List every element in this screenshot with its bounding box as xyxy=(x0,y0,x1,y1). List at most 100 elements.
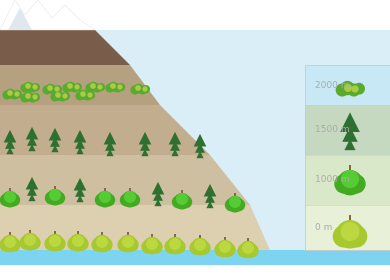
Circle shape xyxy=(73,236,83,246)
Bar xyxy=(31,135,33,139)
Circle shape xyxy=(106,84,114,92)
Bar xyxy=(101,232,103,238)
Bar xyxy=(129,188,131,195)
Polygon shape xyxy=(75,187,85,197)
Circle shape xyxy=(143,86,149,93)
Circle shape xyxy=(347,175,365,193)
Polygon shape xyxy=(154,199,161,206)
Polygon shape xyxy=(206,201,214,208)
Circle shape xyxy=(26,84,30,88)
Circle shape xyxy=(54,92,62,100)
Circle shape xyxy=(8,91,12,95)
Polygon shape xyxy=(75,139,85,149)
Circle shape xyxy=(75,237,88,250)
Circle shape xyxy=(43,86,51,94)
Circle shape xyxy=(336,84,348,96)
Circle shape xyxy=(117,84,124,90)
Circle shape xyxy=(139,86,146,94)
Polygon shape xyxy=(169,132,181,144)
Circle shape xyxy=(342,171,358,188)
Circle shape xyxy=(134,85,143,93)
Circle shape xyxy=(167,237,183,254)
Circle shape xyxy=(25,235,35,245)
Bar xyxy=(144,140,146,144)
Circle shape xyxy=(63,84,71,92)
Circle shape xyxy=(75,85,79,89)
Circle shape xyxy=(88,93,92,97)
Circle shape xyxy=(48,190,63,205)
Polygon shape xyxy=(194,134,206,146)
Bar xyxy=(77,231,79,237)
Circle shape xyxy=(50,190,60,200)
Circle shape xyxy=(118,239,131,251)
Circle shape xyxy=(142,241,155,253)
Circle shape xyxy=(192,239,208,255)
Polygon shape xyxy=(74,130,86,143)
Bar xyxy=(0,0,390,30)
Circle shape xyxy=(118,85,122,89)
Circle shape xyxy=(97,237,107,247)
Circle shape xyxy=(2,235,18,252)
Circle shape xyxy=(33,85,37,89)
Polygon shape xyxy=(0,0,95,30)
Bar xyxy=(54,136,56,141)
Bar xyxy=(79,186,81,190)
Circle shape xyxy=(94,235,110,252)
Circle shape xyxy=(29,94,36,102)
Polygon shape xyxy=(26,177,38,190)
Circle shape xyxy=(74,84,82,90)
Circle shape xyxy=(121,194,132,206)
Circle shape xyxy=(68,237,81,250)
Circle shape xyxy=(341,223,359,240)
Bar xyxy=(174,140,176,144)
Polygon shape xyxy=(0,65,160,105)
Circle shape xyxy=(348,84,360,96)
Bar xyxy=(199,142,201,146)
Circle shape xyxy=(81,92,85,96)
Circle shape xyxy=(79,90,87,99)
Bar xyxy=(349,165,351,176)
Circle shape xyxy=(197,241,210,254)
Circle shape xyxy=(46,85,55,93)
Circle shape xyxy=(217,241,233,257)
Circle shape xyxy=(84,92,91,100)
Bar xyxy=(127,232,129,238)
Circle shape xyxy=(6,90,14,98)
Polygon shape xyxy=(5,139,15,149)
Circle shape xyxy=(33,95,37,99)
Circle shape xyxy=(87,92,94,99)
Circle shape xyxy=(103,194,115,206)
Circle shape xyxy=(335,175,353,193)
Polygon shape xyxy=(28,144,35,151)
Bar xyxy=(9,232,11,238)
Circle shape xyxy=(114,84,121,92)
Circle shape xyxy=(96,194,107,206)
Polygon shape xyxy=(340,112,360,132)
Bar xyxy=(305,155,390,205)
Polygon shape xyxy=(26,127,38,139)
Circle shape xyxy=(15,92,19,96)
Circle shape xyxy=(172,241,185,253)
Circle shape xyxy=(8,194,20,206)
Polygon shape xyxy=(204,184,216,197)
Polygon shape xyxy=(0,30,130,65)
Circle shape xyxy=(21,94,29,102)
Circle shape xyxy=(122,192,138,207)
Circle shape xyxy=(220,242,230,252)
Bar xyxy=(157,190,159,195)
Bar xyxy=(247,238,249,244)
Circle shape xyxy=(147,239,157,249)
Bar xyxy=(174,234,176,240)
Circle shape xyxy=(245,244,258,257)
Circle shape xyxy=(56,93,60,97)
Circle shape xyxy=(59,93,66,101)
Bar xyxy=(349,215,351,225)
Polygon shape xyxy=(0,205,270,250)
Circle shape xyxy=(149,241,162,253)
Circle shape xyxy=(5,237,15,247)
Bar xyxy=(54,186,56,193)
Text: 1500 m: 1500 m xyxy=(315,125,349,134)
Circle shape xyxy=(63,94,67,98)
Circle shape xyxy=(215,244,228,256)
Circle shape xyxy=(354,83,364,94)
